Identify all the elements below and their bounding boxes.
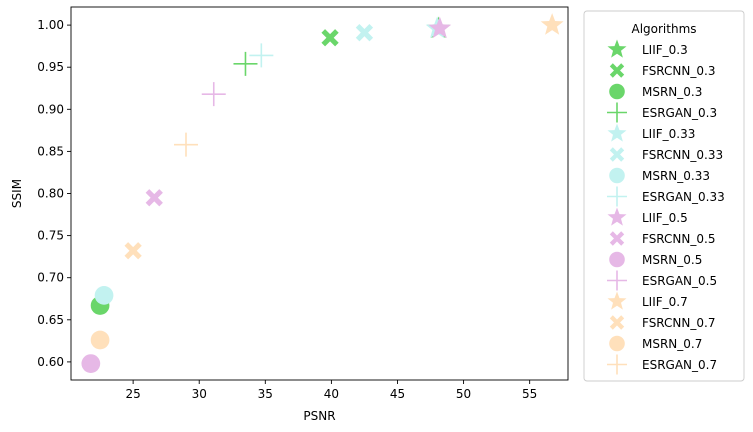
- legend-item-esrgan-0-33: ESRGAN_0.33: [607, 186, 725, 207]
- legend-label: MSRN_0.33: [642, 169, 710, 183]
- y-tick-label: 0.60: [37, 355, 64, 369]
- legend-label: MSRN_0.7: [642, 337, 702, 351]
- x-tick-label: 35: [258, 387, 273, 401]
- legend-marker-msrn-0-5: [609, 251, 625, 268]
- legend-marker-fsrcnn-0-33: [609, 147, 625, 162]
- legend-label: ESRGAN_0.7: [642, 358, 717, 372]
- legend-label: FSRCNN_0.3: [642, 64, 715, 78]
- legend-item-esrgan-0-5: ESRGAN_0.5: [607, 270, 717, 291]
- legend-item-msrn-0-7: MSRN_0.7: [609, 335, 702, 352]
- point-msrn-0-5: [81, 354, 101, 373]
- legend-items: LIIF_0.3 FSRCNN_0.3 MSRN_0.3 ESRGAN_0.3 LIIF…: [607, 39, 725, 375]
- legend-title: Algorithms: [631, 22, 696, 36]
- point-msrn-0-7: [90, 330, 110, 350]
- point-liif-0-7: [540, 13, 564, 35]
- point-esrgan-0-33: [249, 43, 274, 68]
- plot-area: [81, 13, 564, 373]
- legend-item-liif-0-7: LIIF_0.7: [607, 291, 688, 310]
- y-tick-label: 0.80: [37, 187, 64, 201]
- legend-item-fsrcnn-0-7: FSRCNN_0.7: [609, 315, 715, 330]
- legend-frame: [583, 10, 745, 382]
- legend-label: FSRCNN_0.33: [642, 148, 723, 162]
- point-fsrcnn-0-5: [145, 189, 163, 207]
- legend-marker-esrgan-0-3: [607, 102, 627, 123]
- y-tick-label: 0.70: [37, 271, 64, 285]
- x-tick-label: 45: [390, 387, 405, 401]
- legend-item-fsrcnn-0-33: FSRCNN_0.33: [609, 147, 723, 162]
- legend-marker-msrn-0-3: [609, 83, 625, 100]
- legend-label: FSRCNN_0.7: [642, 316, 715, 330]
- y-tick-label: 0.65: [37, 313, 64, 327]
- legend-marker-msrn-0-33: [609, 167, 625, 184]
- point-esrgan-0-3: [233, 51, 258, 76]
- legend-marker-esrgan-0-7: [607, 354, 627, 375]
- legend-marker-msrn-0-7: [609, 335, 625, 352]
- legend-marker-liif-0-7: [607, 291, 627, 310]
- legend-marker-liif-0-3: [607, 39, 627, 58]
- legend-label: MSRN_0.3: [642, 85, 702, 99]
- legend-label: ESRGAN_0.33: [642, 190, 725, 204]
- legend: Algorithms LIIF_0.3 FSRCNN_0.3 MSRN_0.3 ESR…: [583, 10, 745, 382]
- legend-marker-esrgan-0-33: [607, 186, 627, 207]
- y-tick-label: 0.75: [37, 229, 64, 243]
- point-esrgan-0-5: [201, 82, 226, 107]
- legend-marker-fsrcnn-0-7: [609, 315, 625, 330]
- y-tick-label: 1.00: [37, 18, 64, 32]
- y-axis-label: SSIM: [10, 179, 24, 208]
- legend-label: LIIF_0.7: [642, 295, 688, 309]
- x-axis-label: PSNR: [303, 409, 335, 423]
- y-axis-ticks: 0.60 0.65 0.70 0.75 0.80 0.85 0.90 0.95 1.00: [37, 18, 71, 369]
- y-tick-label: 0.95: [37, 60, 64, 74]
- y-tick-label: 0.85: [37, 144, 64, 158]
- legend-item-esrgan-0-7: ESRGAN_0.7: [607, 354, 717, 375]
- legend-item-esrgan-0-3: ESRGAN_0.3: [607, 102, 717, 123]
- point-fsrcnn-0-7: [124, 242, 142, 260]
- legend-label: FSRCNN_0.5: [642, 232, 715, 246]
- point-fsrcnn-0-33: [355, 24, 374, 42]
- point-liif-0-5: [428, 16, 452, 39]
- legend-item-liif-0-3: LIIF_0.3: [607, 39, 688, 58]
- legend-marker-fsrcnn-0-3: [609, 63, 625, 78]
- x-tick-label: 50: [456, 387, 471, 401]
- point-esrgan-0-7: [173, 132, 198, 157]
- legend-label: ESRGAN_0.3: [642, 106, 717, 120]
- legend-label: LIIF_0.3: [642, 43, 688, 57]
- y-tick-label: 0.90: [37, 102, 64, 116]
- x-tick-label: 25: [125, 387, 140, 401]
- legend-marker-liif-0-33: [607, 123, 627, 142]
- legend-label: LIIF_0.33: [642, 127, 695, 141]
- legend-item-liif-0-5: LIIF_0.5: [607, 207, 688, 226]
- plot-frame: [70, 6, 569, 381]
- legend-label: LIIF_0.5: [642, 211, 688, 225]
- legend-item-fsrcnn-0-5: FSRCNN_0.5: [609, 231, 715, 246]
- x-tick-label: 55: [522, 387, 537, 401]
- x-axis-ticks: 25 30 35 40 45 50 55: [125, 380, 537, 401]
- point-msrn-0-33: [94, 286, 114, 305]
- legend-item-fsrcnn-0-3: FSRCNN_0.3: [609, 63, 715, 78]
- legend-label: MSRN_0.5: [642, 253, 702, 267]
- x-tick-label: 40: [324, 387, 339, 401]
- legend-marker-esrgan-0-5: [607, 270, 627, 291]
- x-tick-label: 30: [192, 387, 207, 401]
- legend-marker-fsrcnn-0-5: [609, 231, 625, 246]
- legend-item-msrn-0-3: MSRN_0.3: [609, 83, 702, 100]
- legend-item-msrn-0-5: MSRN_0.5: [609, 251, 702, 268]
- point-fsrcnn-0-3: [321, 29, 339, 47]
- legend-item-liif-0-33: LIIF_0.33: [607, 123, 695, 142]
- legend-item-msrn-0-33: MSRN_0.33: [609, 167, 710, 184]
- legend-marker-liif-0-5: [607, 207, 627, 226]
- legend-label: ESRGAN_0.5: [642, 274, 717, 288]
